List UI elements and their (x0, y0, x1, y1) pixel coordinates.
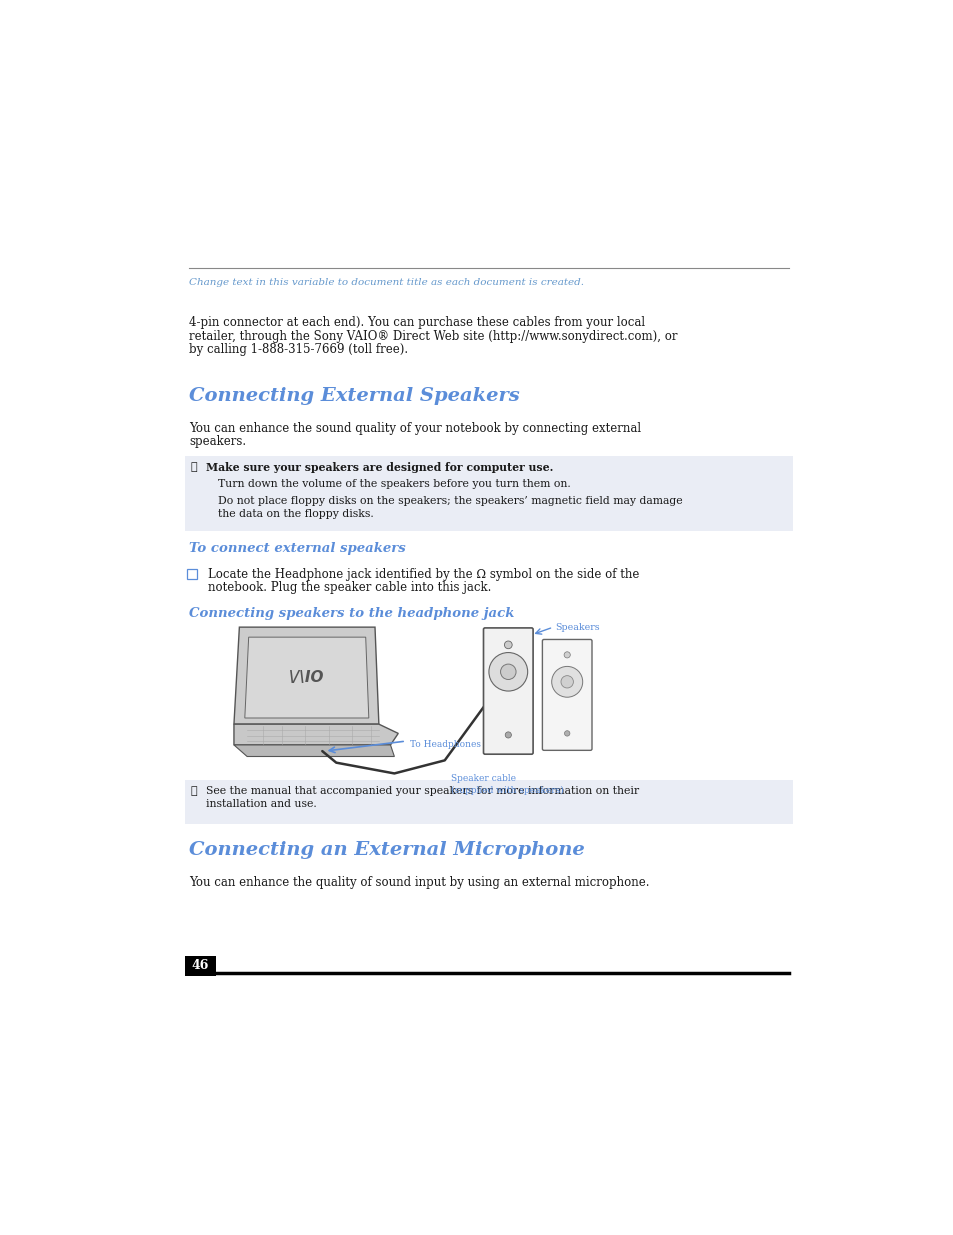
Text: Connecting External Speakers: Connecting External Speakers (189, 387, 519, 405)
Circle shape (488, 652, 527, 692)
Circle shape (551, 667, 582, 698)
Text: (supplied with speakers): (supplied with speakers) (451, 785, 563, 795)
Text: the data on the floppy disks.: the data on the floppy disks. (218, 509, 374, 519)
Polygon shape (245, 637, 369, 718)
FancyBboxPatch shape (483, 627, 533, 755)
Text: To connect external speakers: To connect external speakers (189, 542, 405, 556)
Text: Connecting speakers to the headphone jack: Connecting speakers to the headphone jac… (189, 608, 514, 620)
Circle shape (505, 732, 511, 739)
Text: retailer, through the Sony VAIO® Direct Web site (http://www.sonydirect.com), or: retailer, through the Sony VAIO® Direct … (189, 330, 677, 342)
Text: Locate the Headphone jack identified by the Ω symbol on the side of the: Locate the Headphone jack identified by … (208, 568, 639, 580)
Text: Turn down the volume of the speakers before you turn them on.: Turn down the volume of the speakers bef… (218, 479, 571, 489)
Text: Do not place floppy disks on the speakers; the speakers’ magnetic field may dama: Do not place floppy disks on the speaker… (218, 496, 682, 506)
Circle shape (504, 641, 512, 648)
Circle shape (563, 652, 570, 658)
Text: speakers.: speakers. (189, 435, 246, 448)
Text: Speakers: Speakers (555, 624, 599, 632)
Circle shape (560, 676, 573, 688)
Text: installation and use.: installation and use. (206, 799, 316, 809)
Polygon shape (233, 745, 394, 757)
FancyBboxPatch shape (185, 456, 792, 531)
Text: 4-pin connector at each end). You can purchase these cables from your local: 4-pin connector at each end). You can pu… (189, 316, 644, 329)
Text: 46: 46 (192, 960, 209, 972)
Text: \/\IO: \/\IO (289, 671, 324, 685)
Text: Connecting an External Microphone: Connecting an External Microphone (189, 841, 584, 860)
FancyBboxPatch shape (185, 779, 792, 824)
Text: You can enhance the quality of sound input by using an external microphone.: You can enhance the quality of sound inp… (189, 876, 649, 889)
Text: ✏: ✏ (191, 785, 197, 795)
FancyBboxPatch shape (185, 956, 216, 976)
Text: notebook. Plug the speaker cable into this jack.: notebook. Plug the speaker cable into th… (208, 580, 491, 594)
Text: You can enhance the sound quality of your notebook by connecting external: You can enhance the sound quality of you… (189, 421, 640, 435)
Circle shape (500, 664, 516, 679)
Text: Change text in this variable to document title as each document is created.: Change text in this variable to document… (189, 278, 583, 287)
Text: ✏: ✏ (191, 462, 197, 472)
Polygon shape (233, 627, 378, 724)
Text: To Headphones: To Headphones (410, 740, 480, 748)
Text: by calling 1-888-315-7669 (toll free).: by calling 1-888-315-7669 (toll free). (189, 343, 408, 356)
Text: See the manual that accompanied your speakers for more information on their: See the manual that accompanied your spe… (206, 785, 639, 795)
FancyBboxPatch shape (542, 640, 592, 751)
Polygon shape (233, 724, 397, 745)
Text: Make sure your speakers are designed for computer use.: Make sure your speakers are designed for… (206, 462, 553, 473)
Circle shape (564, 731, 569, 736)
Text: Speaker cable: Speaker cable (451, 774, 516, 783)
